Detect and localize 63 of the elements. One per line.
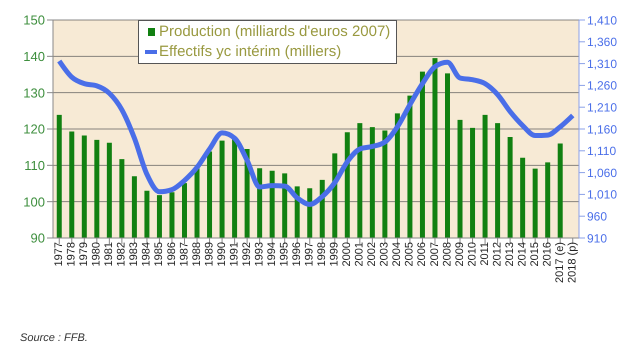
y2-tick-label: 1,210 — [587, 100, 618, 114]
y2-tick-label: 1,060 — [587, 166, 618, 180]
x-tick-label: 1979 — [78, 242, 90, 266]
x-tick-label: 1989 — [203, 242, 216, 266]
x-tick-label: 1980 — [90, 242, 103, 266]
x-tick-label: 2014 — [516, 242, 528, 266]
x-tick-label: 2011 — [478, 242, 491, 266]
x-tick-label: 1978 — [66, 242, 78, 266]
x-tick-label: 2010 — [466, 242, 478, 266]
y2-tick-label: 960 — [587, 209, 608, 224]
x-tick-label: 2004 — [391, 242, 404, 266]
x-tick-label: 1984 — [140, 242, 153, 266]
x-tick-label: 1993 — [253, 242, 266, 266]
x-tick-label: 1998 — [316, 242, 328, 266]
y-tick-label: 150 — [23, 12, 45, 28]
x-tick-label: 2015 — [528, 242, 541, 266]
legend-label: Production (milliards d'euros 2007) — [159, 22, 390, 42]
y-tick-label: 120 — [23, 122, 45, 137]
y-tick-label: 140 — [23, 48, 45, 64]
x-tick-label: 2016 — [542, 242, 554, 266]
x-tick-label: 1986 — [166, 242, 178, 266]
y-tick-label: 130 — [23, 85, 45, 100]
y-tick-label: 90 — [30, 230, 45, 246]
y2-tick-label: 1,360 — [587, 35, 618, 50]
y2-tick-label: 910 — [587, 231, 608, 246]
source-note: Source : FFB. — [20, 332, 89, 344]
x-tick-label: 1983 — [128, 242, 140, 266]
x-tick-label: 2008 — [441, 242, 454, 266]
x-tick-label: 1997 — [304, 242, 316, 266]
x-tick-label: 2017 (e) — [554, 242, 566, 283]
x-tick-label: 2013 — [504, 242, 516, 266]
x-tick-label: 1991 — [228, 242, 240, 266]
x-tick-label: 1988 — [190, 242, 203, 266]
legend-label: Effectifs yc intérim (milliers) — [159, 42, 342, 62]
y2-tick-label: 1,010 — [587, 188, 618, 202]
x-tick-label: 1996 — [291, 242, 304, 266]
x-tick-label: 1999 — [328, 242, 341, 266]
x-tick-label: 2012 — [491, 242, 504, 266]
x-tick-label: 1990 — [216, 242, 228, 266]
y2-tick-label: 1,110 — [587, 144, 616, 158]
x-tick-label: 2001 — [354, 242, 366, 266]
x-tick-label: 1995 — [278, 242, 290, 266]
x-tick-label: 1981 — [103, 242, 116, 266]
x-tick-label: 2006 — [416, 242, 428, 266]
x-tick-label: 1977 — [53, 242, 66, 266]
y2-tick-label: 1,310 — [587, 56, 618, 71]
y2-tick-label: 1,260 — [587, 78, 618, 93]
x-tick-label: 2002 — [366, 242, 378, 266]
x-tick-label: 2005 — [404, 242, 416, 266]
y2-tick-label: 1,410 — [587, 13, 618, 28]
x-tick-label: 2000 — [341, 242, 354, 266]
x-tick-label: 1992 — [240, 242, 253, 266]
y-tick-label: 110 — [24, 158, 45, 173]
x-tick-label: 1987 — [178, 242, 190, 266]
x-tick-label: 2009 — [454, 242, 466, 266]
x-tick-label: 2007 — [428, 242, 441, 266]
x-tick-label: 1985 — [153, 242, 166, 266]
x-tick-label: 1994 — [266, 242, 278, 266]
x-tick-label: 2003 — [378, 242, 391, 266]
x-tick-label: 2018 (p) — [566, 242, 579, 283]
y-tick-label: 100 — [23, 194, 45, 210]
x-tick-label: 1982 — [116, 242, 128, 266]
y2-tick-label: 1,160 — [587, 122, 618, 136]
